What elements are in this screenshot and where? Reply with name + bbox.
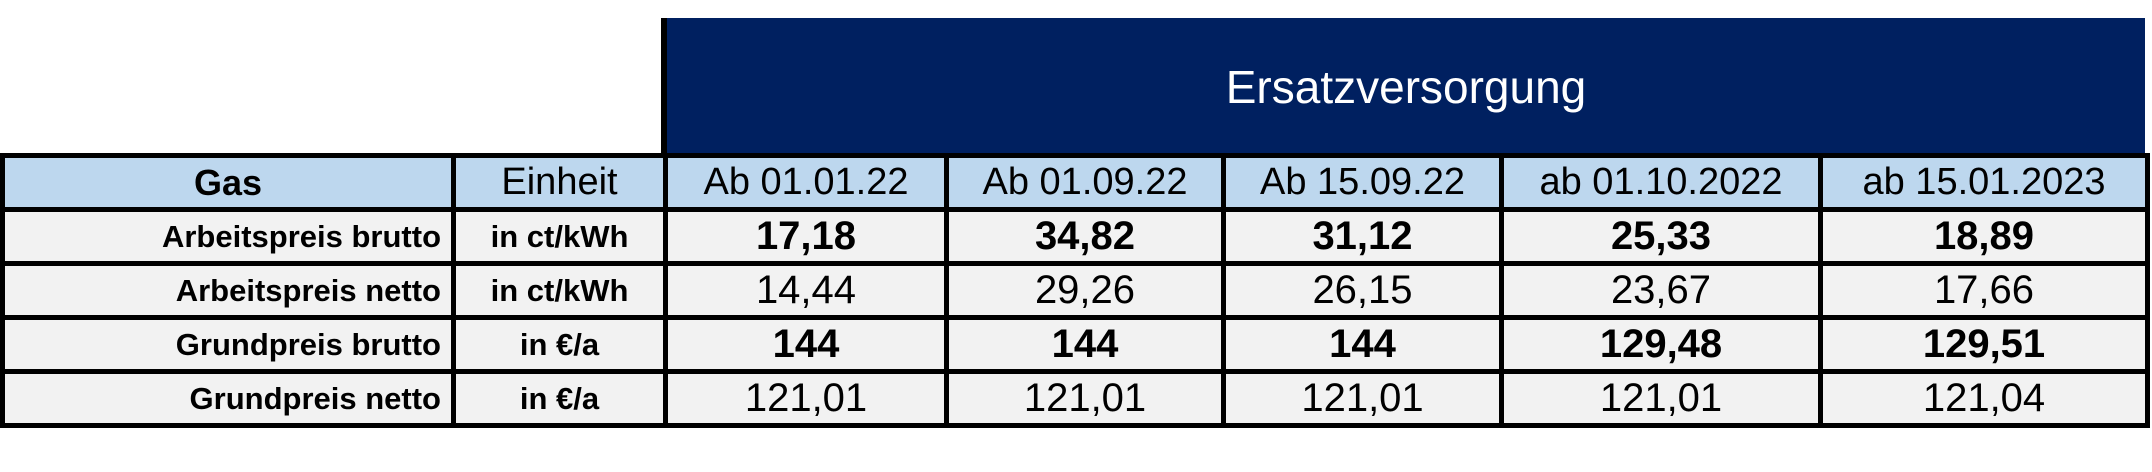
value-cell: 17,18 [663,207,949,266]
value-cell: 14,44 [663,261,949,320]
table-row: Grundpreis netto in €/a 121,01 121,01 121,01… [0,369,2150,428]
value-cell: 121,01 [1221,369,1504,428]
header-row: Gas Einheit Ab 01.01.22 Ab 01.09.22 Ab 15.09… [0,153,2150,212]
value-cell: 144 [944,315,1226,374]
row-label: Grundpreis brutto [0,315,456,374]
price-table: Gas Einheit Ab 01.01.22 Ab 01.09.22 Ab 15.09… [0,153,2150,428]
header-banner: Ersatzversorgung [661,18,2145,155]
row-label: Arbeitspreis brutto [0,207,456,266]
value-cell: 121,01 [944,369,1226,428]
table-row: Arbeitspreis netto in ct/kWh 14,44 29,26 26,… [0,261,2150,320]
value-cell: 144 [1221,315,1504,374]
row-label: Grundpreis netto [0,369,456,428]
table-row: Arbeitspreis brutto in ct/kWh 17,18 34,82 31… [0,207,2150,266]
column-header: ab 01.10.2022 [1499,153,1823,212]
value-cell: 121,01 [1499,369,1823,428]
value-cell: 144 [663,315,949,374]
value-cell: 121,01 [663,369,949,428]
value-cell: 121,04 [1818,369,2150,428]
value-cell: 129,51 [1818,315,2150,374]
value-cell: 23,67 [1499,261,1823,320]
value-cell: 29,26 [944,261,1226,320]
value-cell: 129,48 [1499,315,1823,374]
column-header: Einheit [451,153,668,212]
value-cell: 25,33 [1499,207,1823,266]
unit-cell: in ct/kWh [451,261,668,320]
column-header: Ab 01.09.22 [944,153,1226,212]
unit-cell: in €/a [451,369,668,428]
column-header: Gas [0,153,456,212]
value-cell: 26,15 [1221,261,1504,320]
unit-cell: in €/a [451,315,668,374]
column-header: Ab 15.09.22 [1221,153,1504,212]
table-row: Grundpreis brutto in €/a 144 144 144 129,48 12… [0,315,2150,374]
column-header: Ab 01.01.22 [663,153,949,212]
value-cell: 18,89 [1818,207,2150,266]
unit-cell: in ct/kWh [451,207,668,266]
column-header: ab 15.01.2023 [1818,153,2150,212]
row-label: Arbeitspreis netto [0,261,456,320]
value-cell: 34,82 [944,207,1226,266]
value-cell: 31,12 [1221,207,1504,266]
value-cell: 17,66 [1818,261,2150,320]
